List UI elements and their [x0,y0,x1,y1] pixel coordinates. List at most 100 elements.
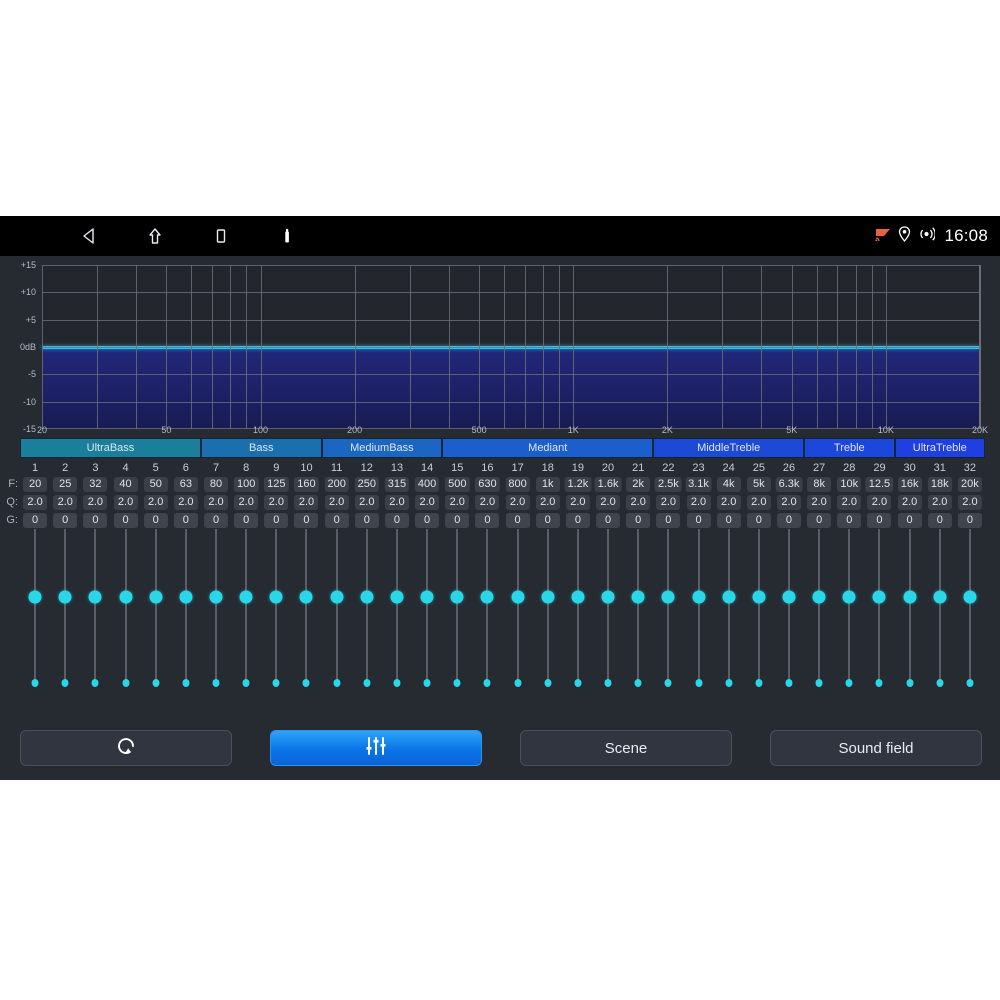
q-cell[interactable]: 2.0 [294,495,319,510]
gain-slider-track[interactable] [939,529,941,681]
gain-cell[interactable]: 0 [837,513,862,528]
gain-slider-endpoint[interactable] [604,679,612,687]
q-cell[interactable]: 2.0 [565,495,590,510]
q-cell[interactable]: 2.0 [626,495,651,510]
gain-slider-track[interactable] [185,529,187,681]
frequency-cell[interactable]: 32 [83,477,108,492]
q-cell[interactable]: 2.0 [927,495,952,510]
gain-slider-track[interactable] [125,529,127,681]
q-cell[interactable]: 2.0 [354,495,379,510]
recents-button[interactable] [188,216,254,256]
frequency-cell[interactable]: 100 [233,477,259,492]
frequency-cell[interactable]: 40 [113,477,138,492]
gain-slider-thumb[interactable] [299,590,313,604]
frequency-cell[interactable]: 20k [957,477,982,492]
gain-slider-endpoint[interactable] [363,679,371,687]
q-cell[interactable]: 2.0 [415,495,440,510]
gain-slider-endpoint[interactable] [815,679,823,687]
gain-cell[interactable]: 0 [113,513,138,528]
gain-slider-endpoint[interactable] [31,679,39,687]
gain-slider-track[interactable] [547,529,549,681]
gain-cell[interactable]: 0 [173,513,198,528]
gain-slider-endpoint[interactable] [936,679,944,687]
gain-slider-track[interactable] [94,529,96,681]
gain-slider-track[interactable] [366,529,368,681]
gain-cell[interactable]: 0 [626,513,651,528]
gain-cell[interactable]: 0 [535,513,560,528]
gain-slider-track[interactable] [728,529,730,681]
q-cell[interactable]: 2.0 [867,495,892,510]
gain-slider-endpoint[interactable] [423,679,431,687]
gain-slider-thumb[interactable] [269,590,283,604]
gain-slider-track[interactable] [34,529,36,681]
q-cell[interactable]: 2.0 [204,495,229,510]
q-cell[interactable]: 2.0 [234,495,259,510]
gain-slider-thumb[interactable] [661,590,675,604]
gain-slider-track[interactable] [486,529,488,681]
gain-slider-endpoint[interactable] [152,679,160,687]
band-tab-mediumbass[interactable]: MediumBass [321,438,443,458]
gain-slider-thumb[interactable] [722,590,736,604]
gain-slider-track[interactable] [878,529,880,681]
q-cell[interactable]: 2.0 [53,495,78,510]
gain-slider-thumb[interactable] [872,590,886,604]
frequency-cell[interactable]: 160 [294,477,319,492]
band-tab-ultratreble[interactable]: UltraTreble [894,438,985,458]
gain-slider-track[interactable] [396,529,398,681]
gain-slider-endpoint[interactable] [634,679,642,687]
frequency-cell[interactable]: 125 [264,477,289,492]
q-cell[interactable]: 2.0 [324,495,349,510]
gain-slider-track[interactable] [698,529,700,681]
gain-cell[interactable]: 0 [505,513,530,528]
frequency-cell[interactable]: 80 [204,477,229,492]
gain-cell[interactable]: 0 [897,513,922,528]
gain-cell[interactable]: 0 [656,513,681,528]
frequency-cell[interactable]: 200 [324,477,349,492]
gain-slider-endpoint[interactable] [393,679,401,687]
frequency-cell[interactable]: 20 [23,477,48,492]
equalizer-button[interactable] [270,730,482,766]
frequency-cell[interactable]: 3.1k [685,477,712,492]
sound-field-button[interactable]: Sound field [770,730,982,766]
gain-slider-endpoint[interactable] [755,679,763,687]
gain-slider-thumb[interactable] [692,590,706,604]
gain-slider-endpoint[interactable] [122,679,130,687]
frequency-cell[interactable]: 2k [626,477,651,492]
gain-slider-endpoint[interactable] [242,679,250,687]
reset-button[interactable] [20,730,232,766]
gain-slider-thumb[interactable] [511,590,525,604]
gain-slider-thumb[interactable] [541,590,555,604]
frequency-cell[interactable]: 4k [716,477,741,492]
gain-cell[interactable]: 0 [957,513,982,528]
gain-slider-thumb[interactable] [119,590,133,604]
gain-slider-thumb[interactable] [450,590,464,604]
gain-slider-endpoint[interactable] [544,679,552,687]
gain-slider-thumb[interactable] [28,590,42,604]
gain-slider-endpoint[interactable] [906,679,914,687]
gain-cell[interactable]: 0 [324,513,349,528]
gain-slider-track[interactable] [426,529,428,681]
gain-cell[interactable]: 0 [204,513,229,528]
frequency-cell[interactable]: 500 [445,477,470,492]
gain-slider-thumb[interactable] [631,590,645,604]
frequency-cell[interactable]: 16k [897,477,922,492]
gain-slider-thumb[interactable] [842,590,856,604]
frequency-cell[interactable]: 2.5k [654,477,682,492]
gain-slider-track[interactable] [336,529,338,681]
gain-slider-endpoint[interactable] [875,679,883,687]
gain-slider-track[interactable] [667,529,669,681]
band-tab-ultrabass[interactable]: UltraBass [20,438,201,458]
gain-cell[interactable]: 0 [927,513,952,528]
gain-slider-thumb[interactable] [601,590,615,604]
frequency-cell[interactable]: 10k [837,477,862,492]
gain-cell[interactable]: 0 [384,513,409,528]
q-cell[interactable]: 2.0 [957,495,982,510]
gain-cell[interactable]: 0 [23,513,48,528]
gain-slider-endpoint[interactable] [453,679,461,687]
frequency-cell[interactable]: 6.3k [775,477,803,492]
gain-slider-endpoint[interactable] [845,679,853,687]
scene-button[interactable]: Scene [520,730,732,766]
q-cell[interactable]: 2.0 [776,495,801,510]
gain-slider-endpoint[interactable] [514,679,522,687]
gain-cell[interactable]: 0 [234,513,259,528]
